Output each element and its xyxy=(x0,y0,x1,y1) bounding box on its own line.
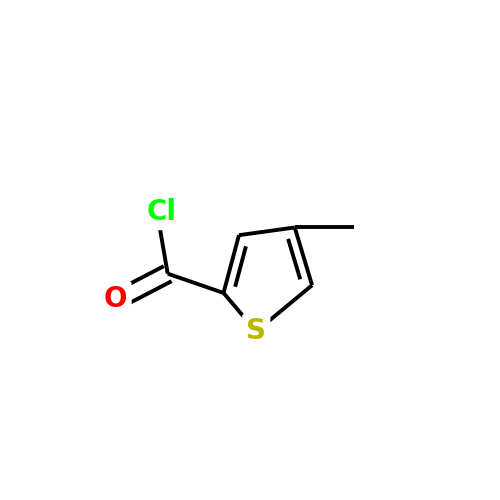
Text: O: O xyxy=(104,284,128,312)
Text: S: S xyxy=(246,318,266,345)
Text: Cl: Cl xyxy=(147,198,177,226)
